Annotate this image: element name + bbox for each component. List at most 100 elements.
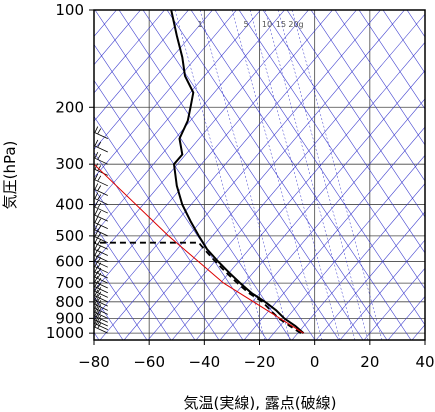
y-tick-label: 800 bbox=[55, 293, 84, 311]
reference-line bbox=[291, 183, 425, 340]
barb-flag bbox=[94, 152, 99, 159]
barb-flag bbox=[94, 298, 99, 305]
barb-shaft bbox=[94, 132, 108, 139]
reference-line bbox=[195, 70, 425, 340]
mixing-ratio-line bbox=[249, 10, 341, 340]
reference-line bbox=[94, 10, 261, 207]
reference-line bbox=[94, 10, 316, 340]
x-tick-label: 40 bbox=[415, 353, 434, 371]
barb-shaft bbox=[94, 157, 108, 165]
reference-line bbox=[99, 10, 381, 340]
reference-line bbox=[94, 44, 292, 340]
y-axis-title: 気圧(hPa) bbox=[1, 141, 19, 210]
wind-barb bbox=[94, 139, 108, 153]
reference-line bbox=[171, 41, 425, 340]
barb-flag bbox=[94, 275, 99, 283]
reference-line bbox=[147, 13, 425, 340]
wind-barb bbox=[94, 230, 108, 244]
mixing-ratio-label: 15 bbox=[276, 20, 286, 29]
barb-flag bbox=[97, 282, 102, 288]
profile-line-2 bbox=[94, 241, 302, 334]
barb-flag bbox=[94, 230, 99, 237]
reference-line bbox=[411, 324, 425, 340]
wind-barb bbox=[94, 208, 108, 222]
reference-lines bbox=[94, 10, 435, 340]
barb-shaft bbox=[94, 260, 108, 268]
barb-flag bbox=[97, 291, 102, 298]
mixing-ratio-line bbox=[277, 10, 369, 340]
barb-flag bbox=[97, 300, 102, 306]
barb-flag bbox=[97, 304, 102, 310]
y-tick-label: 200 bbox=[55, 98, 84, 116]
reference-line bbox=[94, 10, 333, 292]
barb-flag bbox=[97, 141, 102, 148]
barb-flag bbox=[97, 287, 102, 293]
reference-line bbox=[94, 188, 196, 340]
barb-flag bbox=[94, 200, 99, 208]
mixing-ratio-label: 10 bbox=[262, 20, 272, 29]
barb-flag bbox=[94, 183, 99, 190]
reference-line bbox=[118, 10, 340, 340]
reference-line bbox=[94, 10, 189, 122]
x-tick-label: −80 bbox=[78, 353, 110, 371]
reference-line bbox=[94, 10, 213, 150]
reference-line bbox=[431, 10, 435, 340]
barb-flag bbox=[97, 185, 102, 191]
wind-barb bbox=[94, 126, 108, 139]
wind-barb bbox=[94, 200, 108, 214]
reference-line bbox=[334, 10, 425, 146]
reference-line bbox=[94, 224, 172, 340]
barb-flag bbox=[94, 270, 99, 278]
barb-shaft bbox=[94, 179, 108, 187]
barb-flag bbox=[94, 293, 99, 301]
barb-shaft bbox=[94, 315, 108, 323]
barb-flag bbox=[94, 126, 99, 133]
reference-line bbox=[382, 10, 425, 74]
wind-barb bbox=[94, 280, 108, 294]
reference-line bbox=[387, 296, 425, 340]
mixing-ratio-line bbox=[199, 10, 291, 340]
reference-line bbox=[315, 211, 425, 340]
barb-flag bbox=[97, 194, 102, 200]
profiles bbox=[94, 10, 305, 334]
reference-line bbox=[94, 116, 244, 340]
barb-shaft bbox=[94, 312, 108, 319]
barb-flag bbox=[97, 272, 102, 279]
barb-flag bbox=[94, 280, 99, 287]
wind-barb bbox=[94, 152, 108, 165]
barb-shaft bbox=[94, 299, 108, 307]
barb-flag bbox=[97, 232, 102, 238]
barb-shaft bbox=[94, 198, 108, 205]
reference-line bbox=[123, 10, 405, 340]
barb-shaft bbox=[94, 295, 108, 303]
mixing-ratio-line bbox=[291, 10, 383, 340]
wind-barb bbox=[94, 249, 108, 262]
barb-shaft bbox=[94, 276, 108, 284]
barb-shaft bbox=[94, 242, 108, 250]
mixing-ratio-line bbox=[231, 10, 323, 340]
barb-shaft bbox=[94, 323, 108, 330]
mixing-ratio-line bbox=[264, 10, 356, 340]
wind-barbs bbox=[94, 126, 108, 334]
barb-flag bbox=[97, 202, 102, 209]
reference-line bbox=[94, 10, 309, 263]
reference-line bbox=[238, 10, 425, 290]
mixing-ratio-labels: 1 5 10 15 20g bbox=[197, 20, 303, 29]
barb-shaft bbox=[94, 214, 108, 222]
barb-flag bbox=[97, 128, 102, 134]
barb-shaft bbox=[94, 249, 108, 256]
reference-line bbox=[94, 10, 285, 235]
x-axis-title: 気温(実線), 露点(破線) bbox=[184, 394, 337, 412]
reference-line bbox=[243, 126, 425, 340]
x-axis: −80 −60 −40 −20 0 20 40 bbox=[78, 340, 435, 371]
barb-shaft bbox=[94, 266, 108, 274]
x-tick-label: 20 bbox=[360, 353, 379, 371]
wind-barb bbox=[94, 289, 108, 303]
reference-line bbox=[219, 98, 425, 340]
y-tick-label: 900 bbox=[55, 309, 84, 327]
barb-flag bbox=[97, 295, 102, 302]
x-tick-label: −20 bbox=[244, 353, 276, 371]
barb-flag bbox=[94, 139, 99, 147]
x-tick-label: −60 bbox=[133, 353, 165, 371]
